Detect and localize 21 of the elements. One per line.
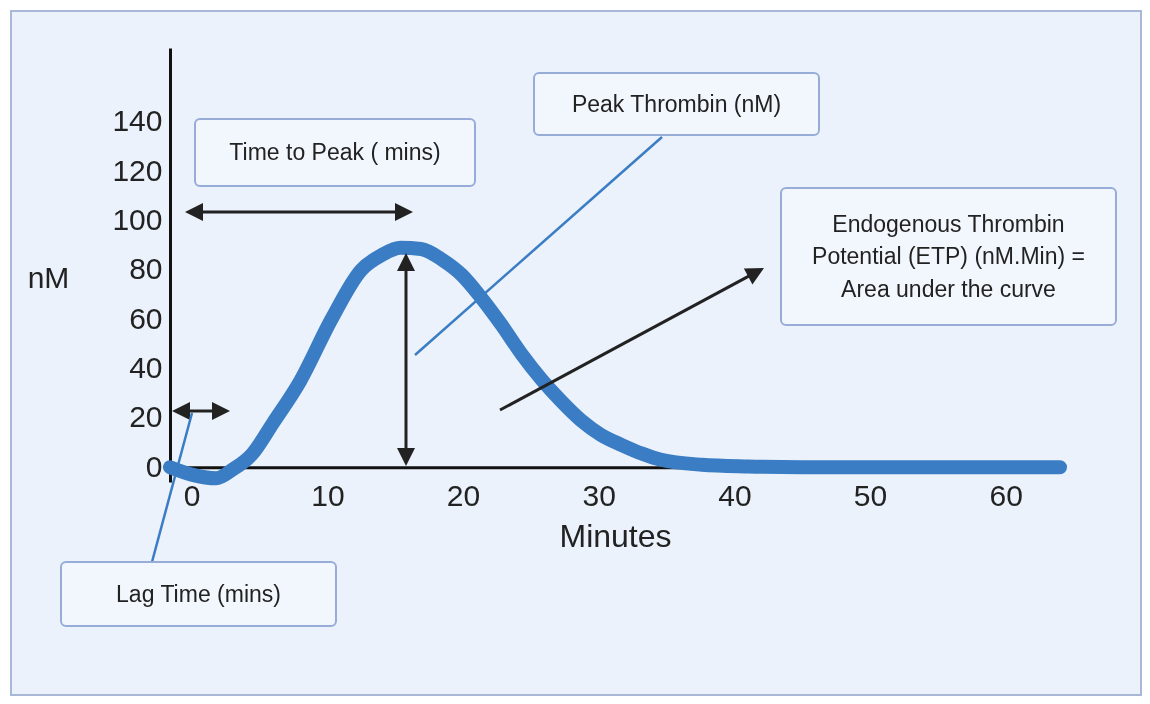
y-tick-label: 120 (112, 153, 163, 187)
y-tick-label: 20 (129, 400, 163, 434)
x-tick-label: 10 (311, 478, 345, 512)
callout-box: Peak Thrombin (nM) (533, 72, 820, 136)
callout-box: Time to Peak ( mins) (194, 118, 476, 187)
y-tick-label: 100 (112, 203, 163, 237)
y-tick-label: 80 (129, 252, 163, 286)
y-axis-title: nM (27, 260, 70, 294)
x-axis-title: Minutes (559, 517, 672, 554)
x-tick-label: 0 (183, 478, 201, 512)
y-tick-label: 0 (145, 449, 163, 483)
callout-box: Endogenous Thrombin Potential (ETP) (nM.Min) = Area under the curve (780, 187, 1117, 326)
y-tick-label: 60 (129, 301, 163, 335)
callout-box: Lag Time (mins) (60, 561, 337, 627)
x-tick-label: 30 (582, 478, 616, 512)
x-tick-label: 50 (853, 478, 888, 512)
x-tick-label: 20 (446, 478, 481, 512)
x-tick-label: 40 (718, 478, 752, 512)
x-tick-label: 60 (989, 478, 1023, 512)
y-tick-label: 40 (129, 351, 163, 385)
y-tick-label: 140 (112, 104, 163, 138)
